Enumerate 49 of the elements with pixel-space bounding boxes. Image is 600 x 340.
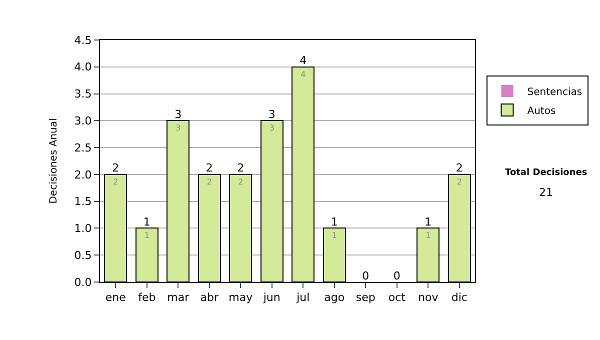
- text: 21: [539, 186, 553, 199]
- x-tick-label: ago: [324, 291, 345, 304]
- x-tick-label: may: [228, 291, 254, 304]
- total-label: 1: [424, 215, 432, 228]
- data-label: 2: [238, 177, 244, 186]
- text: Total Decisiones: [505, 168, 588, 178]
- x-tick-label: dic: [451, 291, 468, 304]
- y-tick-label: 1.0: [74, 222, 92, 236]
- y-tick-label: 3.5: [74, 88, 92, 101]
- data-label: 2: [456, 177, 462, 186]
- total-label: 3: [268, 108, 276, 121]
- y-tick-label: 4.0: [74, 60, 92, 74]
- x-tick-label: jun: [262, 291, 280, 304]
- x-tick-label: feb: [138, 291, 156, 304]
- total-label: 4: [300, 54, 307, 68]
- data-label: 3: [176, 124, 181, 133]
- x-tick-label: sep: [356, 291, 376, 304]
- data-label: 2: [206, 177, 212, 186]
- total-label: 3: [174, 108, 182, 121]
- total-label: 2: [206, 162, 213, 175]
- data-label: 3: [269, 124, 274, 133]
- data-label: 4: [300, 70, 306, 79]
- total-label: 2: [237, 162, 244, 175]
- y-axis-title: Decisiones Anual: [48, 118, 60, 204]
- legend-label: Sentencias: [527, 86, 582, 98]
- y-tick-label: 3.0: [74, 114, 92, 128]
- total-label: 0: [393, 269, 400, 282]
- y-tick-label: 0.5: [74, 248, 92, 262]
- x-tick-label: nov: [418, 291, 439, 304]
- data-label: 1: [426, 231, 431, 240]
- data-label: 1: [144, 231, 150, 240]
- total-label: 1: [143, 215, 150, 228]
- x-tick-label: jul: [296, 291, 310, 304]
- total-label: 1: [330, 215, 338, 228]
- total-label: 0: [362, 269, 370, 282]
- y-tick-label: 1.5: [74, 195, 92, 208]
- x-tick-label: oct: [388, 291, 406, 304]
- y-tick-label: 2.0: [74, 168, 92, 182]
- x-tick-label: ene: [105, 291, 126, 304]
- total-label: 2: [456, 162, 463, 175]
- y-tick-label: 4.5: [74, 34, 92, 47]
- y-tick-label: 2.5: [74, 141, 92, 154]
- data-label: 2: [113, 177, 118, 186]
- y-tick-label: 0.0: [74, 276, 92, 289]
- data-label: 1: [332, 231, 337, 240]
- total-label: 2: [112, 162, 120, 175]
- x-tick-label: mar: [167, 291, 190, 304]
- x-tick-label: abr: [200, 291, 219, 304]
- legend-label: Autos: [527, 106, 556, 117]
